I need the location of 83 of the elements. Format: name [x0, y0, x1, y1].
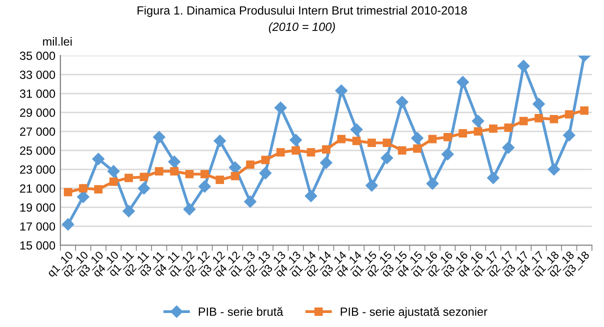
point — [79, 184, 88, 193]
point — [170, 167, 178, 176]
point — [534, 114, 543, 122]
point — [472, 114, 484, 128]
point — [502, 141, 514, 154]
point — [94, 185, 103, 194]
point — [274, 102, 287, 114]
point — [380, 152, 393, 164]
point — [519, 116, 528, 126]
point — [107, 165, 120, 178]
point — [580, 106, 588, 115]
point — [64, 188, 72, 196]
y-tick-label: 19 000 — [20, 203, 56, 212]
point — [261, 156, 270, 164]
point — [442, 148, 454, 160]
point — [382, 138, 392, 147]
point — [428, 134, 437, 144]
legend-label: PIB - serie ajustată sezonier — [340, 307, 488, 318]
point — [183, 203, 196, 216]
point — [456, 76, 469, 88]
y-tick-label: 17 000 — [20, 222, 56, 231]
point — [368, 138, 376, 147]
point — [474, 127, 482, 136]
point — [185, 170, 194, 178]
point — [290, 134, 302, 146]
point — [230, 172, 240, 180]
point — [122, 205, 135, 218]
point — [548, 163, 560, 176]
point — [62, 218, 74, 230]
point — [200, 170, 209, 178]
point — [350, 123, 363, 136]
y-tick-label: 31 000 — [20, 90, 56, 98]
point — [292, 146, 300, 155]
y-tick-label: 15 000 — [20, 241, 56, 250]
point — [276, 148, 285, 156]
point — [153, 131, 166, 144]
point — [366, 179, 378, 192]
point — [154, 167, 164, 176]
point — [337, 134, 346, 144]
y-axis-title: mil.lei — [43, 37, 72, 46]
point — [413, 144, 422, 153]
point — [550, 114, 558, 124]
y-tick-label: 33 000 — [20, 70, 56, 79]
point — [532, 98, 545, 110]
point — [487, 172, 500, 184]
point — [398, 146, 406, 155]
y-tick-label: 35 000 — [20, 52, 56, 60]
point — [564, 110, 574, 119]
point — [138, 182, 150, 194]
point — [304, 190, 318, 202]
point — [124, 174, 133, 182]
point — [244, 196, 256, 208]
y-tick-label: 29 000 — [20, 108, 56, 117]
point — [168, 156, 180, 168]
point — [517, 60, 530, 72]
point — [109, 178, 118, 186]
point — [246, 160, 254, 169]
point — [306, 148, 316, 156]
point — [504, 123, 513, 132]
point — [198, 180, 211, 193]
point — [320, 156, 332, 169]
point — [140, 172, 148, 182]
point — [322, 145, 330, 154]
legend-label: PIB - serie brută — [198, 307, 284, 316]
point — [92, 152, 104, 166]
y-tick-label: 23 000 — [20, 165, 56, 174]
point — [426, 178, 439, 190]
point — [443, 132, 452, 142]
point — [352, 136, 361, 146]
y-tick-label: 25 000 — [20, 146, 56, 155]
point — [216, 176, 224, 184]
chart-subtitle: (2010 = 100) — [268, 22, 335, 34]
chart-title: Figura 1. Dinamica Produsului Intern Brut trimestrial 2010-2018 — [138, 6, 467, 17]
point — [411, 132, 424, 144]
point — [335, 84, 348, 97]
y-tick-label: 21 000 — [20, 184, 56, 193]
point — [489, 124, 498, 133]
point — [214, 134, 226, 148]
point — [396, 96, 408, 108]
y-tick-label: 27 000 — [20, 127, 56, 136]
point — [563, 129, 576, 142]
point — [259, 167, 272, 180]
point — [458, 129, 468, 138]
